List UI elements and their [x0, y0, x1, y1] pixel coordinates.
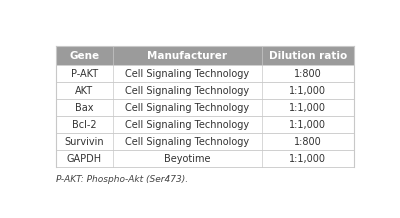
Text: Cell Signaling Technology: Cell Signaling Technology	[125, 103, 249, 113]
Text: 1:1,000: 1:1,000	[289, 120, 326, 130]
Text: Gene: Gene	[70, 51, 100, 61]
Text: P-AKT: Phospho-Akt (Ser473).: P-AKT: Phospho-Akt (Ser473).	[56, 175, 188, 184]
Bar	[56, 150, 354, 167]
Text: Bax: Bax	[75, 103, 94, 113]
Bar	[56, 65, 354, 82]
Bar	[56, 133, 354, 150]
Bar	[56, 82, 354, 99]
Text: Cell Signaling Technology: Cell Signaling Technology	[125, 137, 249, 147]
Text: 1:1,000: 1:1,000	[289, 103, 326, 113]
Text: P-AKT: P-AKT	[71, 69, 98, 79]
Text: Dilution ratio: Dilution ratio	[268, 51, 347, 61]
Text: Beyotime: Beyotime	[164, 154, 210, 164]
Text: AKT: AKT	[76, 86, 94, 96]
Text: 1:1,000: 1:1,000	[289, 86, 326, 96]
Text: GAPDH: GAPDH	[67, 154, 102, 164]
Bar	[56, 116, 354, 133]
Text: Cell Signaling Technology: Cell Signaling Technology	[125, 120, 249, 130]
Text: 1:800: 1:800	[294, 137, 322, 147]
Bar	[56, 99, 354, 116]
Text: 1:1,000: 1:1,000	[289, 154, 326, 164]
Text: Survivin: Survivin	[65, 137, 104, 147]
Text: 1:800: 1:800	[294, 69, 322, 79]
Text: Cell Signaling Technology: Cell Signaling Technology	[125, 86, 249, 96]
Text: Cell Signaling Technology: Cell Signaling Technology	[125, 69, 249, 79]
Text: Bcl-2: Bcl-2	[72, 120, 97, 130]
Bar	[56, 46, 354, 65]
Text: Manufacturer: Manufacturer	[147, 51, 227, 61]
